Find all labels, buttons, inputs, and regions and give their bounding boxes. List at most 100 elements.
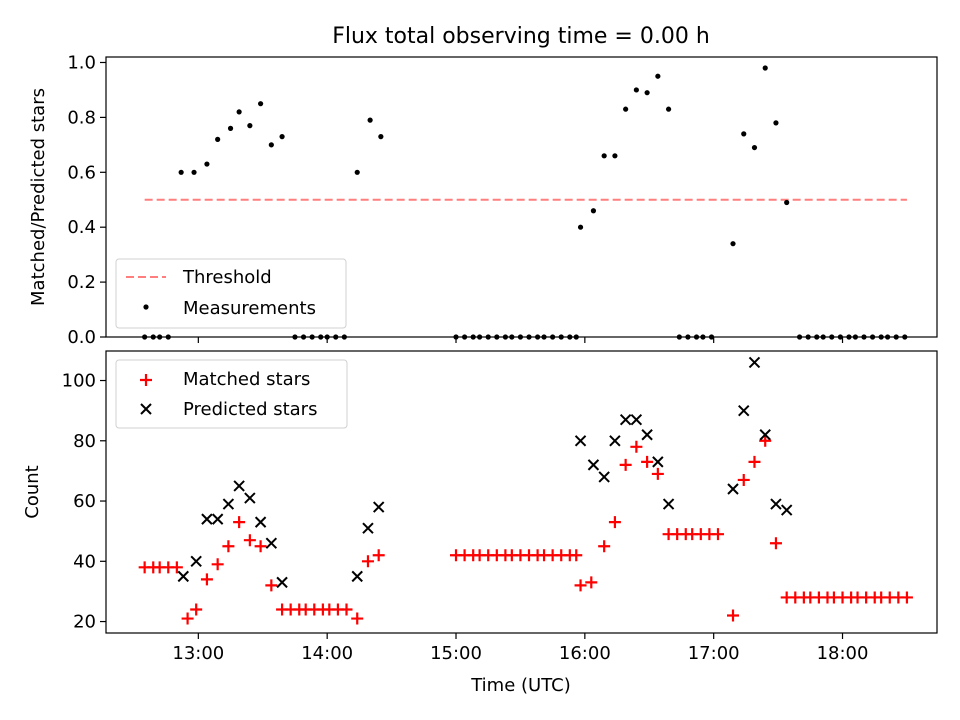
- measurement-point: [577, 224, 584, 230]
- y-tick-label: 100: [62, 371, 96, 392]
- y-tick-label: 60: [73, 491, 96, 512]
- matched-star-point: [254, 540, 267, 553]
- matched-star-point: [372, 549, 385, 562]
- legend-matched-label: Matched stars: [183, 369, 310, 390]
- matched-star-point: [211, 558, 224, 571]
- x-tick-label: 17:00: [688, 643, 740, 664]
- predicted-star-point: [244, 492, 256, 504]
- measurement-point: [378, 134, 384, 140]
- predicted-star-point: [641, 429, 653, 441]
- predicted-star-point: [177, 570, 190, 583]
- predicted-star-point: [780, 504, 793, 516]
- count-panel: 13:00 14:00 15:00 16:00 17:00 18:00 20 40 60 80 10…: [22, 350, 938, 664]
- predicted-star-point: [662, 498, 675, 510]
- x-axis-label: Time (UTC): [470, 675, 571, 696]
- measurement-point: [247, 123, 253, 129]
- predicted-star-point: [587, 459, 600, 471]
- legend-measurements-swatch: [143, 304, 149, 310]
- measurement-point: [178, 169, 184, 175]
- matched-star-point: [630, 440, 643, 453]
- matched-star-point: [737, 473, 750, 486]
- matched-star-point: [598, 540, 611, 553]
- matched-star-point: [265, 579, 278, 592]
- matched-star-point: [585, 576, 598, 589]
- measurement-point: [730, 241, 736, 247]
- matched-star-point: [727, 609, 740, 622]
- measurement-point: [191, 169, 197, 175]
- matched-star-point: [574, 579, 587, 592]
- y-tick-label: 1.0: [67, 52, 96, 73]
- x-tick-label: 18:00: [817, 643, 869, 664]
- measurement-point: [354, 169, 360, 175]
- predicted-star-point: [759, 429, 771, 441]
- measurement-point: [258, 101, 264, 107]
- x-tick-label: 14:00: [301, 643, 353, 664]
- predicted-star-point: [190, 555, 202, 568]
- measurement-point: [633, 87, 639, 93]
- ratio-panel-frame: [105, 56, 938, 338]
- measurement-point: [623, 106, 629, 112]
- matched-star-point: [641, 455, 654, 468]
- measurement-point: [236, 109, 242, 115]
- predicted-star-point: [372, 501, 385, 513]
- x-tick-label: 13:00: [172, 643, 224, 664]
- measurement-point: [655, 73, 661, 79]
- measurement-point: [268, 142, 274, 148]
- y-tick-label: 0.6: [67, 162, 96, 183]
- matched-star-point: [769, 537, 782, 550]
- predicted-star-point: [265, 537, 278, 549]
- measurement-point: [227, 125, 234, 131]
- predicted-star-point: [276, 576, 288, 589]
- chart-title: Flux total observing time = 0.00 h: [332, 24, 710, 49]
- matched-star-point: [222, 540, 235, 553]
- measurement-point: [215, 136, 221, 142]
- matched-star-point: [181, 612, 194, 625]
- predicted-star-point: [770, 498, 782, 510]
- predicted-star-point: [201, 513, 213, 525]
- measurement-point: [665, 106, 672, 112]
- matched-star-point: [200, 573, 213, 586]
- count-ylabel: Count: [22, 465, 43, 518]
- ratio-panel: 0.0 0.2 0.4 0.6 0.8 1.0 Matched/Predicted sta…: [28, 52, 938, 348]
- measurement-point: [612, 153, 618, 159]
- measurement-point: [367, 117, 373, 123]
- predicted-star-point: [233, 480, 245, 492]
- matched-star-point: [759, 434, 772, 447]
- matched-star-point: [243, 534, 256, 547]
- predicted-star-point: [609, 435, 621, 447]
- matched-star-point: [900, 591, 913, 604]
- y-tick-label: 0.4: [67, 217, 96, 238]
- measurement-point: [601, 153, 607, 159]
- predicted-star-point: [574, 435, 587, 447]
- predicted-star-point: [351, 570, 363, 583]
- predicted-star-point: [727, 483, 739, 495]
- matched-star-point: [351, 612, 364, 625]
- legend-predicted-label: Predicted stars: [183, 399, 317, 420]
- y-tick-label: 80: [73, 431, 96, 452]
- measurement-point: [751, 144, 758, 151]
- measurement-point: [762, 65, 768, 71]
- matched-star-point: [651, 467, 664, 480]
- predicted-star-point: [211, 513, 224, 525]
- measurement-point: [204, 161, 210, 167]
- matched-star-point: [570, 549, 583, 562]
- legend-predicted-swatch: [140, 403, 152, 415]
- predicted-star-point: [598, 471, 610, 483]
- predicted-star-point: [254, 516, 267, 528]
- legend-threshold-label: Threshold: [182, 267, 272, 288]
- predicted-star-point: [222, 498, 235, 510]
- matched-star-point: [619, 458, 632, 471]
- matched-star-point: [608, 516, 621, 529]
- legend-measurements-label: Measurements: [183, 298, 316, 319]
- predicted-star-point: [619, 413, 632, 426]
- measurement-point: [784, 199, 790, 206]
- y-tick-label: 0.0: [67, 327, 96, 348]
- y-tick-label: 0.2: [67, 272, 96, 293]
- matched-star-point: [711, 528, 724, 541]
- measurement-point: [644, 90, 650, 96]
- y-tick-label: 0.8: [67, 107, 96, 128]
- matched-star-point: [340, 603, 353, 616]
- predicted-star-point: [630, 413, 643, 426]
- predicted-star-point: [362, 522, 374, 534]
